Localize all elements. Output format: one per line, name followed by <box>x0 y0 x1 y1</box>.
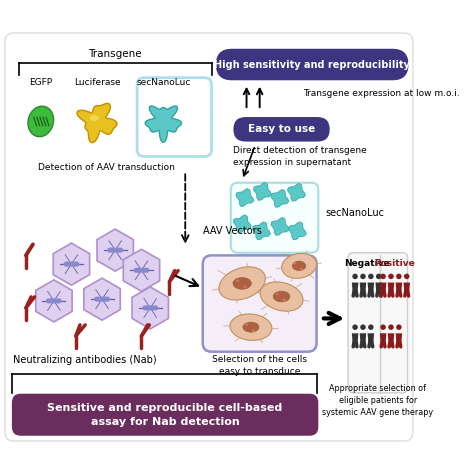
Polygon shape <box>253 222 271 240</box>
Text: Luciferase: Luciferase <box>74 78 121 87</box>
Polygon shape <box>271 190 289 207</box>
Text: Transgene: Transgene <box>88 49 142 59</box>
FancyBboxPatch shape <box>348 253 408 393</box>
Text: Detection of AAV transduction: Detection of AAV transduction <box>38 163 175 172</box>
Ellipse shape <box>396 324 401 330</box>
Text: AAV Vectors: AAV Vectors <box>203 226 262 236</box>
Text: secNanoLuc: secNanoLuc <box>325 209 384 219</box>
Ellipse shape <box>243 286 246 288</box>
FancyBboxPatch shape <box>5 33 413 441</box>
Polygon shape <box>145 106 182 142</box>
Ellipse shape <box>352 273 358 279</box>
Text: Transgene expression at low m.o.i.: Transgene expression at low m.o.i. <box>303 89 460 98</box>
Text: High sensitivity and reproducibility: High sensitivity and reproducibility <box>214 60 410 70</box>
Ellipse shape <box>360 273 366 279</box>
FancyBboxPatch shape <box>94 297 110 301</box>
Polygon shape <box>368 283 374 291</box>
Text: Positive: Positive <box>374 259 415 268</box>
Text: Easy to use: Easy to use <box>248 124 315 134</box>
Ellipse shape <box>380 324 386 330</box>
Ellipse shape <box>360 324 366 330</box>
Polygon shape <box>77 103 117 143</box>
FancyBboxPatch shape <box>216 49 409 80</box>
Text: Appropriate selection of
eligible patients for
systemic AAV gene therapy: Appropriate selection of eligible patien… <box>322 384 433 417</box>
Polygon shape <box>53 243 90 285</box>
FancyBboxPatch shape <box>134 268 149 273</box>
Text: Neutralizing antibodies (Nab): Neutralizing antibodies (Nab) <box>13 355 156 365</box>
Polygon shape <box>233 215 251 233</box>
Ellipse shape <box>245 323 248 326</box>
Ellipse shape <box>275 292 279 295</box>
Ellipse shape <box>352 324 358 330</box>
FancyBboxPatch shape <box>231 182 319 253</box>
Ellipse shape <box>292 261 306 271</box>
Ellipse shape <box>368 273 374 279</box>
Ellipse shape <box>252 329 255 332</box>
Polygon shape <box>388 333 394 342</box>
Polygon shape <box>123 249 160 292</box>
Polygon shape <box>254 182 271 201</box>
FancyBboxPatch shape <box>12 394 319 436</box>
Polygon shape <box>19 92 211 152</box>
Ellipse shape <box>293 262 296 264</box>
FancyBboxPatch shape <box>107 247 123 253</box>
Ellipse shape <box>28 106 54 137</box>
Ellipse shape <box>388 324 394 330</box>
Ellipse shape <box>388 273 394 279</box>
Polygon shape <box>132 287 168 329</box>
Ellipse shape <box>300 268 303 271</box>
Polygon shape <box>380 333 386 342</box>
Polygon shape <box>396 333 402 342</box>
Polygon shape <box>19 88 211 152</box>
Ellipse shape <box>282 254 317 278</box>
Polygon shape <box>368 333 374 342</box>
FancyBboxPatch shape <box>64 262 80 267</box>
Text: EGFP: EGFP <box>29 78 52 87</box>
Text: Direct detection of transgene
expression in supernatant: Direct detection of transgene expression… <box>233 146 367 167</box>
Ellipse shape <box>260 282 303 311</box>
Ellipse shape <box>396 273 401 279</box>
Polygon shape <box>289 222 306 240</box>
FancyBboxPatch shape <box>203 255 317 352</box>
Polygon shape <box>352 333 358 342</box>
Polygon shape <box>396 283 402 291</box>
Polygon shape <box>352 283 358 291</box>
Polygon shape <box>19 84 211 152</box>
Polygon shape <box>360 283 366 291</box>
FancyBboxPatch shape <box>46 299 62 303</box>
Polygon shape <box>360 333 366 342</box>
Ellipse shape <box>243 322 259 332</box>
Polygon shape <box>84 278 120 320</box>
Ellipse shape <box>380 273 386 279</box>
Ellipse shape <box>376 273 382 279</box>
FancyBboxPatch shape <box>142 305 158 310</box>
Ellipse shape <box>283 299 286 301</box>
Ellipse shape <box>404 273 410 279</box>
FancyBboxPatch shape <box>137 78 211 156</box>
Text: secNanoLuc: secNanoLuc <box>136 78 191 87</box>
Ellipse shape <box>230 314 272 340</box>
Polygon shape <box>236 189 254 206</box>
Polygon shape <box>380 283 386 291</box>
Polygon shape <box>97 229 133 271</box>
Ellipse shape <box>90 115 99 121</box>
Ellipse shape <box>233 278 251 289</box>
Polygon shape <box>271 218 289 235</box>
Polygon shape <box>388 283 394 291</box>
FancyBboxPatch shape <box>233 117 330 142</box>
Polygon shape <box>403 283 410 291</box>
Ellipse shape <box>368 324 374 330</box>
Text: Selection of the cells
easy to transduce: Selection of the cells easy to transduce <box>212 355 307 376</box>
Ellipse shape <box>273 291 290 302</box>
Ellipse shape <box>219 267 265 300</box>
Ellipse shape <box>236 280 239 282</box>
Polygon shape <box>36 280 72 322</box>
Text: Sensitive and reproducible cell-based
assay for Nab detection: Sensitive and reproducible cell-based as… <box>47 403 283 427</box>
Text: Negative: Negative <box>345 259 390 268</box>
Polygon shape <box>375 283 382 291</box>
Polygon shape <box>288 183 305 201</box>
